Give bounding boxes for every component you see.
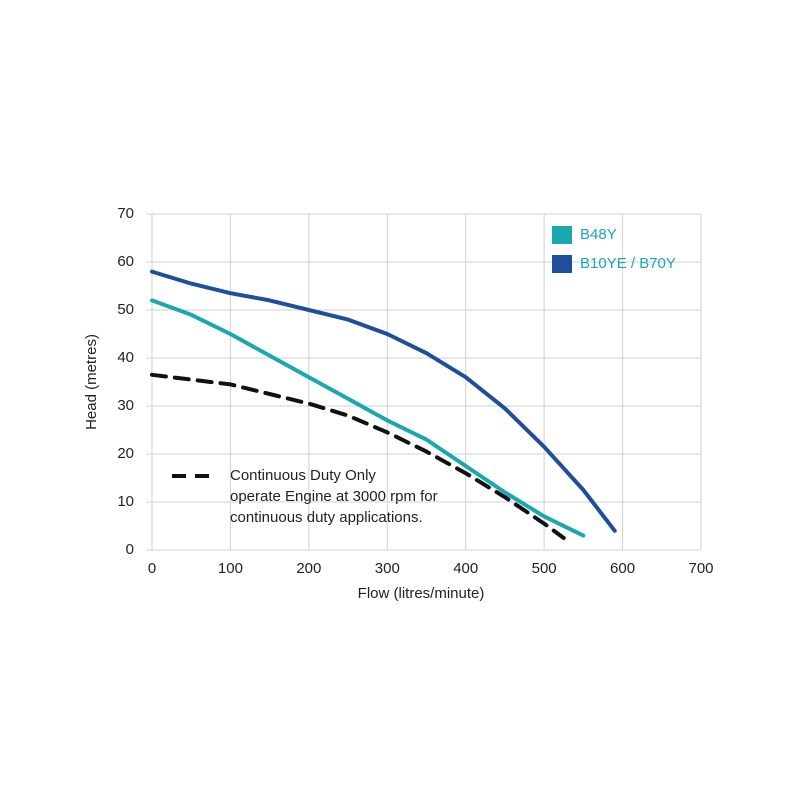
x-tick-label: 700	[688, 560, 713, 577]
x-tick-label: 200	[296, 560, 321, 577]
legend-label: B10YE / B70Y	[580, 255, 676, 272]
annotation: operate Engine at 3000 rpm for	[230, 488, 438, 505]
legend-label: B48Y	[580, 226, 617, 243]
x-tick-label: 300	[375, 560, 400, 577]
y-tick-label: 0	[126, 541, 134, 558]
legend-swatch	[552, 226, 572, 244]
line-series	[150, 372, 566, 540]
x-tick-label: 600	[610, 560, 635, 577]
x-tick-label: 100	[218, 560, 243, 577]
legend-swatch	[552, 255, 572, 273]
x-tick-label: 500	[532, 560, 557, 577]
y-tick-label: 40	[117, 349, 134, 366]
y-tick-label: 30	[117, 397, 134, 414]
x-tick-label: 0	[148, 560, 156, 577]
x-axis-label: Flow (litres/minute)	[358, 585, 485, 602]
y-tick-label: 50	[117, 301, 134, 318]
y-tick-label: 10	[117, 493, 134, 510]
legend-label: Continuous Duty Only	[230, 467, 376, 484]
x-tick-label: 400	[453, 560, 478, 577]
annotation: continuous duty applications.	[230, 509, 423, 526]
line-series	[150, 269, 617, 533]
line-series	[150, 298, 586, 538]
y-tick-label: 20	[117, 445, 134, 462]
y-tick-label: 60	[117, 253, 134, 270]
y-tick-label: 70	[117, 205, 134, 222]
y-axis-label: Head (metres)	[83, 334, 100, 430]
